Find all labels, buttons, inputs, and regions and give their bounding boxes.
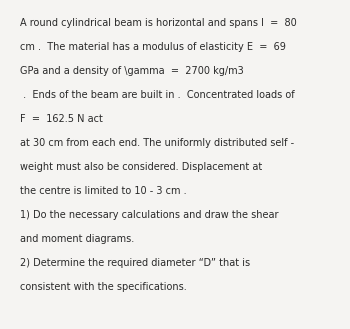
Text: the centre is limited to 10 - 3 cm .: the centre is limited to 10 - 3 cm . [20, 186, 187, 196]
Text: consistent with the specifications.: consistent with the specifications. [20, 282, 187, 292]
Text: F  =  162.5 N act: F = 162.5 N act [20, 114, 103, 124]
Text: weight must also be considered. Displacement at: weight must also be considered. Displace… [20, 162, 262, 172]
Text: 1) Do the necessary calculations and draw the shear: 1) Do the necessary calculations and dra… [20, 210, 279, 220]
Text: and moment diagrams.: and moment diagrams. [20, 234, 134, 244]
Text: GPa and a density of \gamma  =  2700 kg/m3: GPa and a density of \gamma = 2700 kg/m3 [20, 66, 244, 76]
Text: .  Ends of the beam are built in .  Concentrated loads of: . Ends of the beam are built in . Concen… [20, 90, 295, 100]
Text: A round cylindrical beam is horizontal and spans l  =  80: A round cylindrical beam is horizontal a… [20, 18, 297, 28]
Text: 2) Determine the required diameter “D” that is: 2) Determine the required diameter “D” t… [20, 258, 250, 268]
Text: cm .  The material has a modulus of elasticity E  =  69: cm . The material has a modulus of elast… [20, 42, 286, 52]
Text: at 30 cm from each end. The uniformly distributed self -: at 30 cm from each end. The uniformly di… [20, 138, 294, 148]
